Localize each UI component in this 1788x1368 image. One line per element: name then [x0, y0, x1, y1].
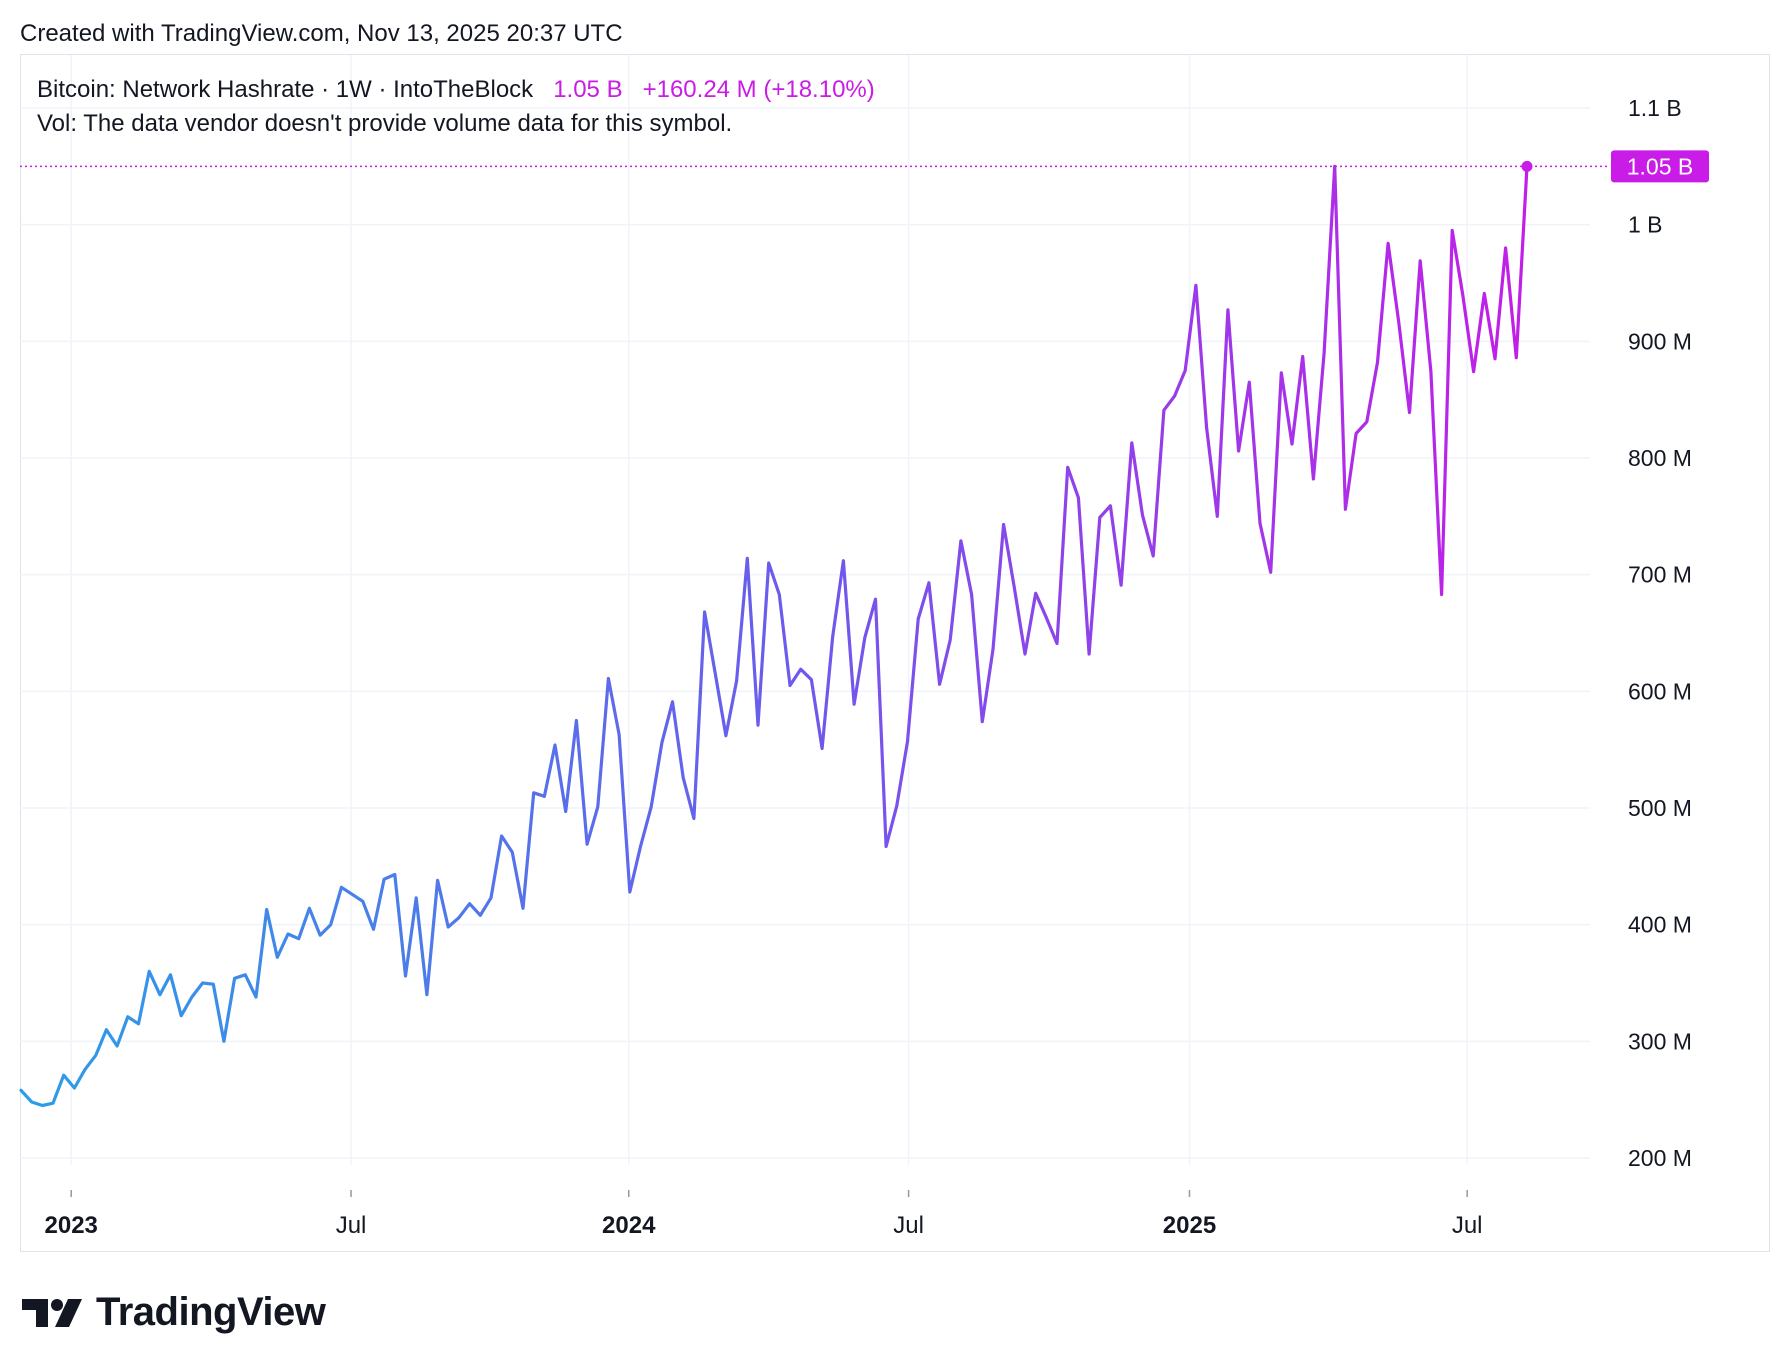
legend-change: +160.24 M (+18.10%) — [642, 76, 875, 103]
legend-volume-note: Vol: The data vendor doesn't provide vol… — [37, 110, 733, 137]
last-value-label: 1.05 B — [1627, 153, 1694, 179]
legend-value: 1.05 B — [553, 76, 623, 103]
y-tick-label: 300 M — [1628, 1028, 1692, 1054]
series-line — [19, 160, 1610, 1108]
x-tick-label: 2025 — [1163, 1212, 1216, 1239]
y-tick-label: 800 M — [1628, 445, 1692, 471]
tradingview-logo-icon — [22, 1298, 82, 1327]
y-tick-label: 1 B — [1628, 212, 1663, 238]
x-tick-label: Jul — [1452, 1212, 1483, 1239]
y-tick-label: 400 M — [1628, 912, 1692, 938]
x-tick-label: 2023 — [45, 1212, 98, 1239]
brand-name: TradingView — [96, 1290, 326, 1334]
grid — [20, 55, 1590, 1165]
hashrate-line — [19, 164, 1529, 1108]
created-with-text: Created with TradingView.com, Nov 13, 20… — [20, 20, 623, 47]
y-tick-label: 700 M — [1628, 562, 1692, 588]
legend-symbol: Bitcoin: Network Hashrate · 1W · IntoThe… — [37, 76, 534, 103]
x-tick-label: Jul — [336, 1212, 367, 1239]
x-tick-label: 2024 — [602, 1212, 656, 1239]
y-tick-label: 1.1 B — [1628, 95, 1682, 121]
last-value-badge — [1611, 150, 1709, 183]
chart-frame — [20, 54, 1770, 1252]
axes: 200 M 300 M 400 M 500 M 600 M 700 M 800 M 900 M… — [45, 95, 1709, 1239]
legend: Bitcoin: Network Hashrate · 1W · IntoThe… — [37, 76, 875, 104]
last-point-dot — [1521, 160, 1533, 172]
y-tick-label: 600 M — [1628, 678, 1692, 704]
y-tick-label: 200 M — [1628, 1145, 1692, 1171]
y-tick-label: 900 M — [1628, 328, 1692, 354]
y-tick-label: 500 M — [1628, 795, 1692, 821]
x-tick-label: Jul — [893, 1212, 924, 1239]
tradingview-brand[interactable]: TradingView — [22, 1290, 326, 1335]
